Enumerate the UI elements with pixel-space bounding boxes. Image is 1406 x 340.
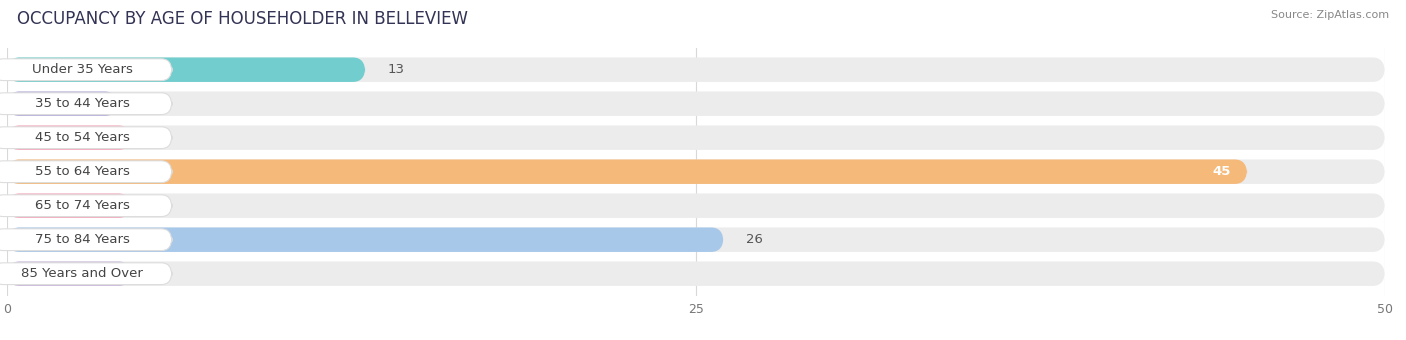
Text: 26: 26: [745, 233, 762, 246]
FancyBboxPatch shape: [7, 57, 1385, 82]
FancyBboxPatch shape: [7, 261, 131, 286]
FancyBboxPatch shape: [7, 261, 1385, 286]
FancyBboxPatch shape: [7, 193, 1385, 218]
FancyBboxPatch shape: [0, 195, 172, 217]
Text: 0: 0: [153, 131, 162, 144]
Text: 35 to 44 Years: 35 to 44 Years: [35, 97, 129, 110]
Text: 13: 13: [387, 63, 405, 76]
FancyBboxPatch shape: [7, 91, 1385, 116]
FancyBboxPatch shape: [0, 229, 172, 251]
FancyBboxPatch shape: [7, 193, 131, 218]
Text: OCCUPANCY BY AGE OF HOUSEHOLDER IN BELLEVIEW: OCCUPANCY BY AGE OF HOUSEHOLDER IN BELLE…: [17, 10, 468, 28]
Text: 4: 4: [139, 97, 148, 110]
Text: 55 to 64 Years: 55 to 64 Years: [35, 165, 129, 178]
Text: 85 Years and Over: 85 Years and Over: [21, 267, 143, 280]
FancyBboxPatch shape: [0, 161, 172, 183]
Text: 0: 0: [153, 199, 162, 212]
FancyBboxPatch shape: [0, 59, 172, 81]
FancyBboxPatch shape: [7, 227, 1385, 252]
FancyBboxPatch shape: [0, 127, 172, 149]
Text: 45 to 54 Years: 45 to 54 Years: [35, 131, 129, 144]
FancyBboxPatch shape: [7, 125, 1385, 150]
FancyBboxPatch shape: [0, 93, 172, 115]
Text: 0: 0: [153, 267, 162, 280]
Text: 65 to 74 Years: 65 to 74 Years: [35, 199, 129, 212]
FancyBboxPatch shape: [0, 263, 172, 285]
FancyBboxPatch shape: [7, 227, 724, 252]
FancyBboxPatch shape: [7, 57, 366, 82]
FancyBboxPatch shape: [7, 159, 1385, 184]
Text: Source: ZipAtlas.com: Source: ZipAtlas.com: [1271, 10, 1389, 20]
FancyBboxPatch shape: [7, 159, 1247, 184]
Text: 75 to 84 Years: 75 to 84 Years: [35, 233, 129, 246]
Text: Under 35 Years: Under 35 Years: [32, 63, 132, 76]
FancyBboxPatch shape: [7, 125, 131, 150]
FancyBboxPatch shape: [7, 91, 117, 116]
Text: 45: 45: [1212, 165, 1230, 178]
